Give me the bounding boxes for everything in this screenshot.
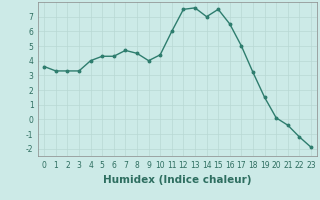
X-axis label: Humidex (Indice chaleur): Humidex (Indice chaleur) [103, 175, 252, 185]
